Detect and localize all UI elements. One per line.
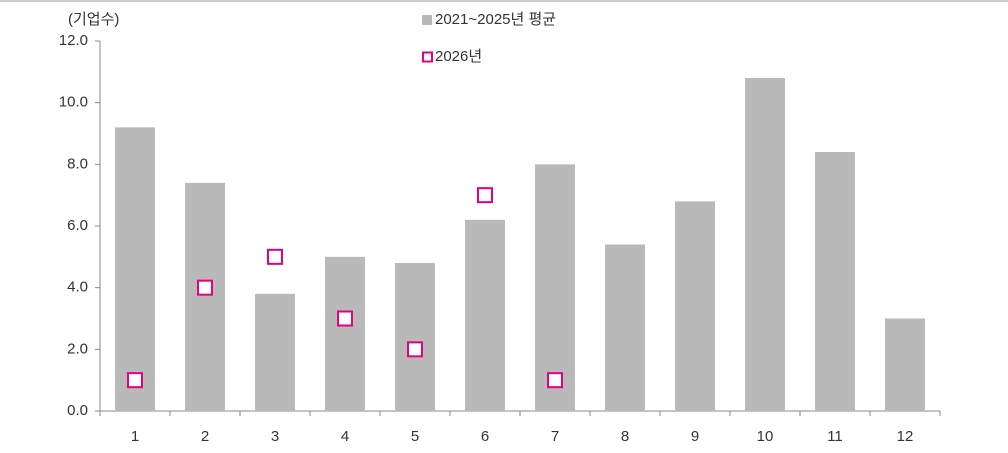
bar bbox=[815, 152, 855, 411]
x-tick-label: 1 bbox=[131, 428, 139, 445]
y-tick-label: 2.0 bbox=[67, 340, 88, 357]
x-tick-label: 12 bbox=[897, 428, 914, 445]
y-tick-label: 4.0 bbox=[67, 279, 88, 296]
bar bbox=[605, 244, 645, 411]
x-tick-label: 3 bbox=[271, 428, 279, 445]
y-axis-label: (기업수) bbox=[68, 11, 119, 28]
legend-label: 2021~2025년 평균 bbox=[435, 11, 556, 28]
marker bbox=[477, 187, 493, 204]
bar bbox=[185, 182, 225, 411]
marker bbox=[407, 341, 423, 358]
y-tick-label: 10.0 bbox=[59, 94, 88, 111]
legend-swatch bbox=[422, 15, 432, 25]
x-tick-label: 7 bbox=[551, 428, 559, 445]
y-tick-label: 6.0 bbox=[67, 217, 88, 234]
x-tick-label: 2 bbox=[201, 428, 209, 445]
marker bbox=[197, 279, 213, 296]
x-tick-label: 5 bbox=[411, 428, 419, 445]
bar bbox=[535, 164, 575, 411]
bar bbox=[255, 293, 295, 411]
x-tick-label: 8 bbox=[621, 428, 629, 445]
y-tick-label: 12.0 bbox=[59, 32, 88, 49]
marker bbox=[337, 310, 353, 327]
bar bbox=[115, 127, 155, 411]
bar bbox=[325, 256, 365, 411]
marker bbox=[267, 248, 283, 265]
x-tick-label: 9 bbox=[691, 428, 699, 445]
y-tick-label: 0.0 bbox=[67, 402, 88, 419]
x-tick-label: 10 bbox=[757, 428, 774, 445]
bar bbox=[885, 318, 925, 411]
bar bbox=[465, 219, 505, 411]
y-tick-label: 8.0 bbox=[67, 155, 88, 172]
bar bbox=[675, 201, 715, 411]
x-tick-label: 4 bbox=[341, 428, 349, 445]
marker bbox=[127, 372, 143, 389]
bar bbox=[395, 263, 435, 411]
bar bbox=[745, 78, 785, 411]
legend-label: 2026년 bbox=[435, 48, 482, 65]
legend-swatch bbox=[422, 51, 433, 63]
marker bbox=[547, 372, 563, 389]
x-tick-label: 6 bbox=[481, 428, 489, 445]
x-tick-label: 11 bbox=[827, 428, 843, 445]
